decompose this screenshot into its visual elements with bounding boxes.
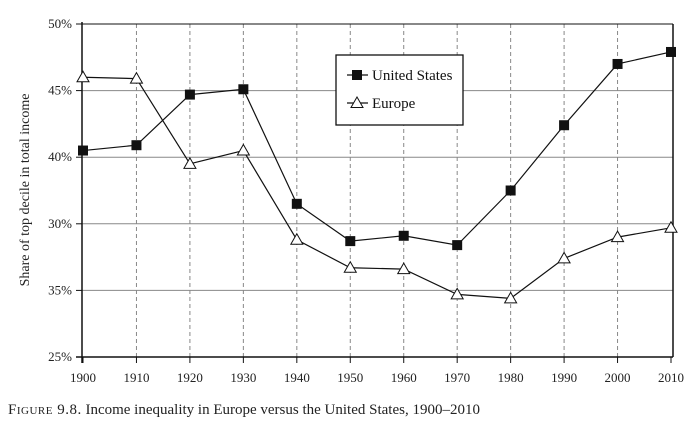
data-point-united-states — [238, 84, 249, 95]
x-tick-label: 1990 — [551, 370, 577, 385]
legend: United States Europe — [335, 54, 464, 126]
y-tick-label: 50% — [48, 16, 72, 31]
axes: 50% 45% 40% 30% 35% 25% 1900 1910 1920 1930 1940 19… — [48, 16, 684, 385]
data-point-united-states — [291, 198, 302, 209]
x-tick-label: 1950 — [337, 370, 363, 385]
data-point-europe — [343, 260, 358, 273]
data-point-united-states — [398, 230, 409, 241]
data-point-united-states — [559, 120, 570, 131]
data-point-europe — [183, 156, 197, 169]
series-europe — [76, 70, 678, 304]
data-point-europe — [76, 70, 90, 83]
y-tick-label: 45% — [48, 83, 72, 98]
x-tick-label: 1970 — [444, 370, 470, 385]
x-tick-label: 1980 — [498, 370, 524, 385]
y-tick-label: 35% — [48, 282, 72, 297]
line-chart: 50% 45% 40% 30% 35% 25% 1900 1910 1920 1930 1940 19… — [18, 16, 684, 385]
figure-number: Figure 9.8. — [8, 402, 82, 418]
legend-label-united-states: United States — [372, 68, 453, 84]
data-point-europe — [503, 291, 518, 304]
series-layer — [76, 46, 678, 304]
y-tick-label: 40% — [48, 149, 72, 164]
legend-label-europe: Europe — [372, 96, 416, 112]
figure-caption-text: Income inequality in Europe versus the U… — [85, 402, 480, 418]
figure-caption: Figure 9.8. Income inequality in Europe … — [8, 402, 480, 419]
series-line-europe — [82, 76, 672, 300]
legend-marker-united-states — [352, 70, 362, 80]
data-point-united-states — [612, 58, 623, 69]
data-point-united-states — [345, 236, 356, 247]
y-tick-label: 25% — [48, 349, 72, 364]
y-tick-label: 30% — [48, 216, 72, 231]
data-point-united-states — [131, 140, 142, 151]
data-point-united-states — [505, 185, 516, 196]
data-point-united-states — [452, 240, 463, 251]
x-tick-label: 1960 — [391, 370, 417, 385]
data-point-europe — [236, 143, 251, 156]
x-tick-label: 1910 — [123, 370, 149, 385]
data-point-united-states — [666, 46, 676, 57]
data-point-united-states — [184, 89, 195, 100]
x-tick-label: 1920 — [177, 370, 203, 385]
x-tick-label: 2010 — [658, 370, 684, 385]
data-point-united-states — [78, 145, 88, 156]
y-axis-label: Share of top decile in total income — [18, 94, 33, 287]
data-point-europe — [129, 71, 144, 84]
data-point-europe — [289, 232, 304, 245]
x-tick-label: 1940 — [284, 370, 310, 385]
data-point-europe — [396, 262, 411, 275]
legend-box — [335, 54, 464, 126]
data-point-europe — [450, 287, 465, 300]
series-line-united-states — [82, 51, 672, 246]
data-point-europe — [610, 230, 625, 243]
legend-marker-europe — [350, 95, 364, 108]
series-united-states — [78, 46, 676, 251]
x-tick-label: 1930 — [230, 370, 256, 385]
x-tick-label: 1900 — [70, 370, 96, 385]
data-point-europe — [664, 220, 678, 233]
data-point-europe — [557, 251, 571, 264]
x-tick-label: 2000 — [605, 370, 631, 385]
